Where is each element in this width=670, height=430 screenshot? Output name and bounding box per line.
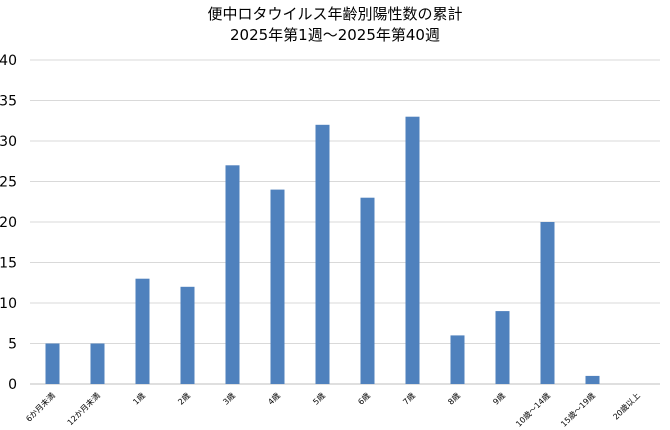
chart-title-block: 便中ロタウイルス年齢別陽性数の累計 2025年第1週～2025年第40週	[0, 0, 670, 46]
bar	[315, 124, 330, 385]
bar	[45, 343, 60, 384]
y-tick-label: 20	[0, 215, 17, 231]
x-tick-label: 8歳	[446, 390, 462, 406]
bar	[90, 343, 105, 384]
bar	[270, 189, 285, 384]
y-tick-label: 30	[0, 134, 17, 150]
bar	[135, 278, 150, 384]
x-tick-label: 1歳	[131, 390, 147, 406]
y-tick-label: 0	[8, 377, 17, 393]
bar	[360, 197, 375, 384]
y-tick-label: 10	[0, 296, 17, 312]
y-tick-label: 25	[0, 175, 17, 191]
chart-subtitle: 2025年第1週～2025年第40週	[230, 26, 440, 44]
x-tick-label: 5歳	[311, 390, 327, 406]
y-tick-label: 35	[0, 94, 17, 110]
y-tick-label: 15	[0, 256, 17, 272]
x-tick-label: 4歳	[266, 390, 282, 406]
bar	[450, 335, 465, 384]
bar	[495, 311, 510, 384]
bar	[225, 165, 240, 384]
x-tick-label: 10歳～14歳	[513, 390, 551, 428]
x-tick-label: 20歳以上	[611, 390, 642, 421]
x-tick-label: 6歳	[356, 390, 372, 406]
bar	[180, 286, 195, 384]
x-tick-label: 2歳	[176, 390, 192, 406]
y-tick-label: 5	[8, 337, 17, 353]
x-tick-label: 12か月未満	[65, 390, 102, 427]
x-tick-label: 15歳～19歳	[558, 390, 596, 428]
x-tick-label: 6か月未満	[24, 390, 57, 423]
bar	[540, 222, 555, 384]
bar	[585, 375, 600, 384]
chart-title: 便中ロタウイルス年齢別陽性数の累計	[207, 5, 463, 23]
y-tick-label: 40	[0, 53, 17, 69]
x-tick-label: 3歳	[221, 390, 237, 406]
bar	[405, 116, 420, 384]
x-tick-label: 9歳	[491, 390, 507, 406]
x-tick-label: 7歳	[401, 390, 417, 406]
